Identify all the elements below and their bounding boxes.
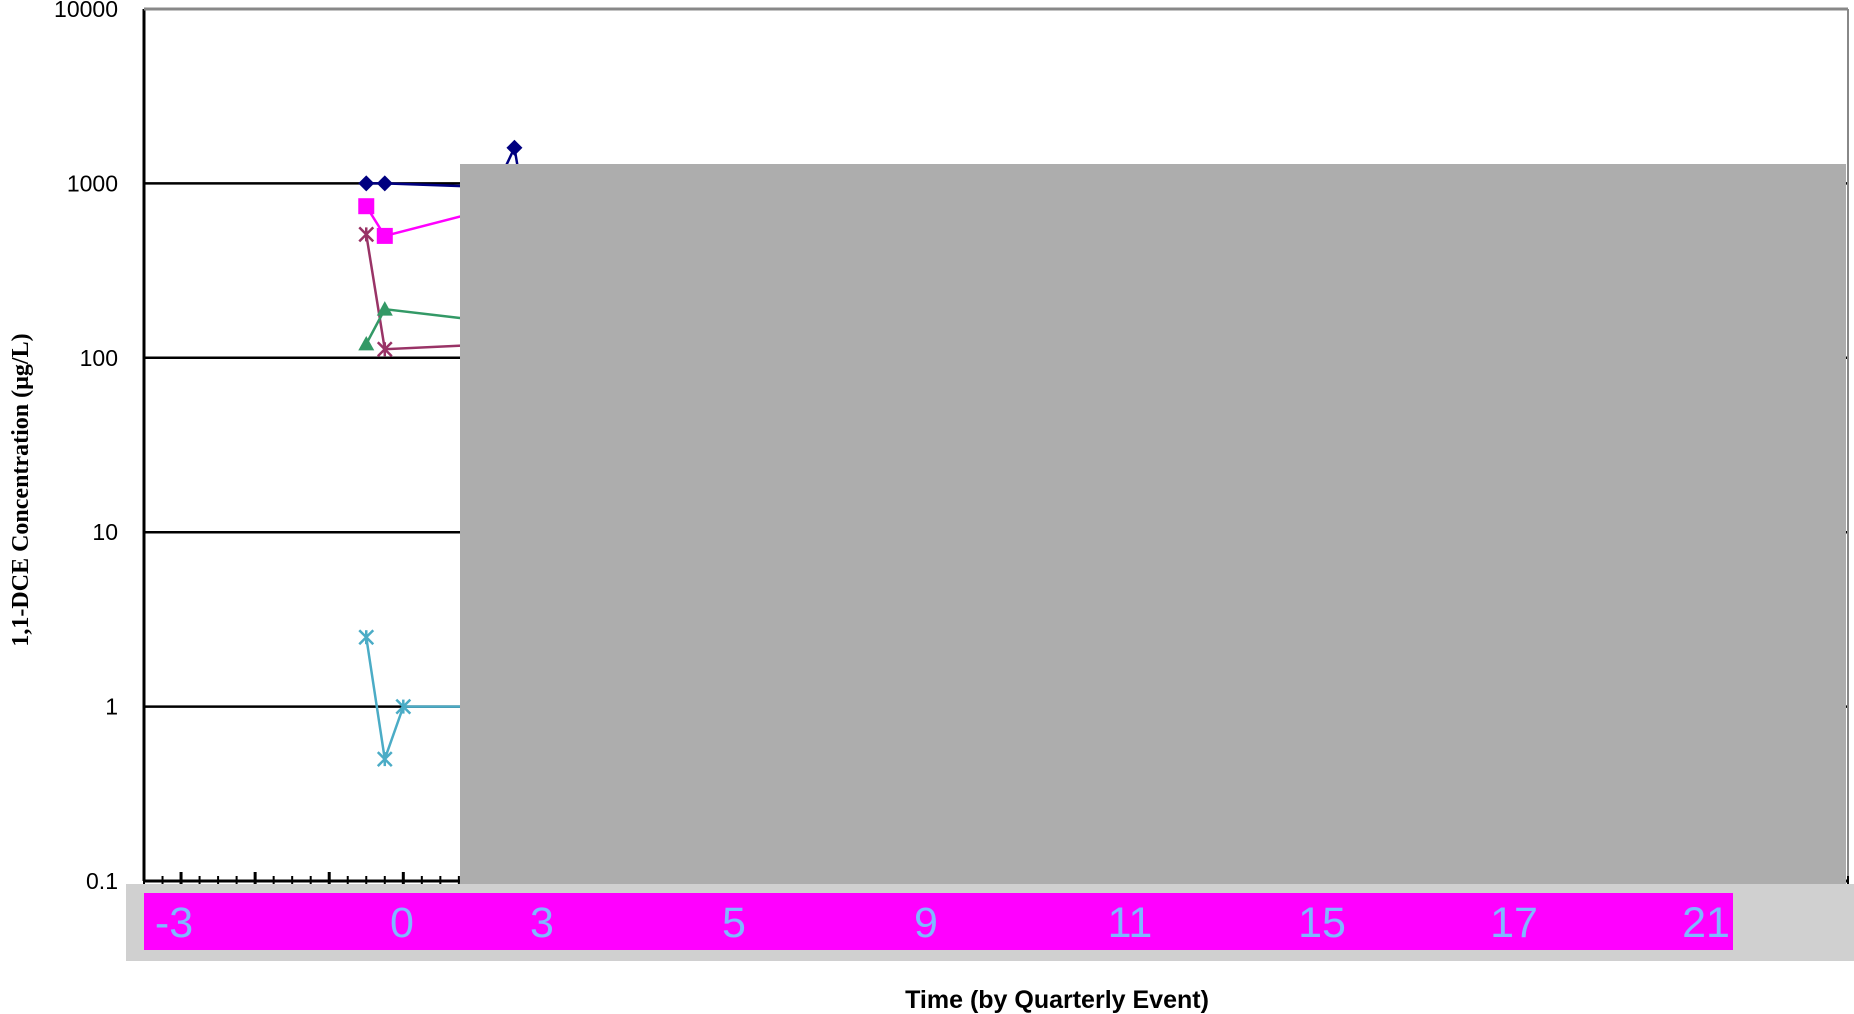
data-point-star xyxy=(376,341,393,358)
y-tick-labels: 0.1 1 10 100 1000 10000 xyxy=(54,0,118,894)
data-point-diamond xyxy=(506,139,523,156)
y-tick-label: 1 xyxy=(105,694,118,720)
gray-occluder-block xyxy=(460,164,1846,884)
x-tick-label: 11 xyxy=(1108,899,1153,947)
x-axis-label: Time (by Quarterly Event) xyxy=(905,986,1209,1014)
data-point-star xyxy=(358,226,375,243)
data-point-diamond xyxy=(376,175,393,192)
y-tick-label: 10000 xyxy=(54,0,118,22)
y-tick-label: 0.1 xyxy=(86,868,118,894)
data-point-square xyxy=(376,227,393,244)
x-tick-label: 3 xyxy=(530,899,554,947)
x-tick-label: 15 xyxy=(1298,899,1346,947)
x-tick-label: 5 xyxy=(722,899,746,947)
data-point-triangle xyxy=(376,301,393,316)
y-tick-label: 10 xyxy=(92,519,118,545)
x-tick-label: 21 xyxy=(1682,899,1730,947)
x-tick-label: -3 xyxy=(155,899,193,947)
y-tick-label: 1000 xyxy=(67,170,118,196)
y-axis-label: 1,1-DCE Concentration (µg/L) xyxy=(8,333,34,646)
data-point-star xyxy=(358,629,375,646)
data-point-triangle xyxy=(358,335,375,351)
x-band-inner xyxy=(144,893,1733,950)
data-point-diamond xyxy=(358,175,375,192)
x-tick-label: 9 xyxy=(914,899,938,947)
data-point-star xyxy=(395,698,412,715)
data-point-star xyxy=(376,751,393,767)
x-tick-label-band: -3 0 3 5 9 11 15 17 21 xyxy=(126,884,1854,961)
x-tick-label: 0 xyxy=(390,899,414,947)
x-tick-label: 17 xyxy=(1490,899,1538,947)
data-point-square xyxy=(358,198,375,215)
y-tick-label: 100 xyxy=(80,345,118,371)
